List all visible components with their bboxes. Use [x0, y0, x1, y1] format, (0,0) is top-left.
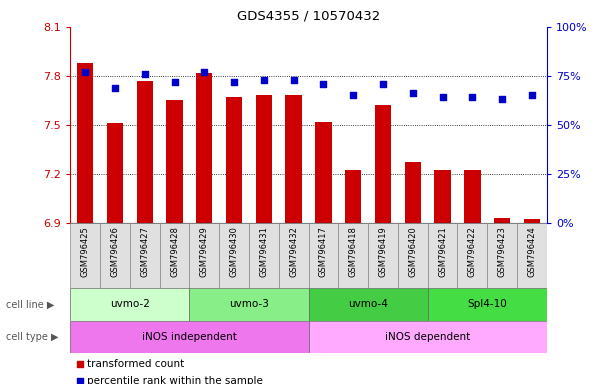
- Text: GSM796425: GSM796425: [81, 226, 90, 277]
- Text: GSM796419: GSM796419: [379, 226, 387, 277]
- Text: GSM796428: GSM796428: [170, 226, 179, 277]
- Bar: [285, 95, 302, 223]
- Bar: [70, 321, 309, 353]
- Bar: [309, 223, 338, 288]
- Text: GSM796426: GSM796426: [111, 226, 119, 277]
- Bar: [404, 162, 421, 223]
- Bar: [70, 288, 189, 321]
- Bar: [70, 223, 100, 288]
- Text: uvmo-2: uvmo-2: [110, 299, 150, 310]
- Bar: [338, 223, 368, 288]
- Point: [75, 361, 85, 367]
- Text: GSM796424: GSM796424: [527, 226, 536, 277]
- Text: GSM796422: GSM796422: [468, 226, 477, 277]
- Point: [437, 94, 447, 101]
- Point: [348, 92, 358, 98]
- Text: cell line ▶: cell line ▶: [6, 299, 54, 310]
- Text: GSM796430: GSM796430: [230, 226, 238, 277]
- Bar: [309, 288, 428, 321]
- Text: iNOS independent: iNOS independent: [142, 332, 237, 342]
- Text: GSM796421: GSM796421: [438, 226, 447, 277]
- Point: [527, 92, 537, 98]
- Bar: [255, 95, 272, 223]
- Bar: [428, 288, 547, 321]
- Text: GSM796418: GSM796418: [349, 226, 357, 277]
- Text: percentile rank within the sample: percentile rank within the sample: [87, 376, 263, 384]
- Bar: [100, 223, 130, 288]
- Bar: [524, 219, 540, 223]
- Bar: [166, 100, 183, 223]
- Text: GSM796427: GSM796427: [141, 226, 149, 277]
- Point: [497, 96, 507, 103]
- Point: [289, 77, 299, 83]
- Text: GSM796429: GSM796429: [200, 226, 209, 277]
- Point: [140, 71, 150, 77]
- Bar: [375, 105, 391, 223]
- Point: [467, 94, 477, 101]
- Bar: [434, 170, 451, 223]
- Bar: [279, 223, 309, 288]
- Bar: [130, 223, 159, 288]
- Bar: [488, 223, 517, 288]
- Text: GSM796432: GSM796432: [289, 226, 298, 277]
- Bar: [464, 170, 481, 223]
- Bar: [219, 223, 249, 288]
- Bar: [368, 223, 398, 288]
- Point: [75, 378, 85, 384]
- Point: [80, 69, 90, 75]
- Text: Spl4-10: Spl4-10: [467, 299, 507, 310]
- Bar: [345, 170, 362, 223]
- Text: uvmo-3: uvmo-3: [229, 299, 269, 310]
- Text: iNOS dependent: iNOS dependent: [385, 332, 470, 342]
- Point: [378, 81, 388, 87]
- Text: transformed count: transformed count: [87, 359, 184, 369]
- Bar: [309, 321, 547, 353]
- Point: [318, 81, 328, 87]
- Bar: [189, 288, 309, 321]
- Bar: [458, 223, 488, 288]
- Text: GSM796431: GSM796431: [260, 226, 268, 277]
- Bar: [77, 63, 93, 223]
- Bar: [107, 123, 123, 223]
- Point: [110, 84, 120, 91]
- Bar: [196, 73, 213, 223]
- Bar: [189, 223, 219, 288]
- Text: GDS4355 / 10570432: GDS4355 / 10570432: [237, 10, 380, 23]
- Bar: [494, 218, 510, 223]
- Bar: [226, 97, 243, 223]
- Point: [408, 90, 418, 96]
- Point: [199, 69, 209, 75]
- Text: cell type ▶: cell type ▶: [6, 332, 59, 342]
- Bar: [159, 223, 189, 288]
- Bar: [136, 81, 153, 223]
- Point: [259, 77, 269, 83]
- Point: [229, 79, 239, 85]
- Bar: [517, 223, 547, 288]
- Bar: [249, 223, 279, 288]
- Text: GSM796423: GSM796423: [498, 226, 507, 277]
- Bar: [398, 223, 428, 288]
- Point: [170, 79, 180, 85]
- Text: GSM796420: GSM796420: [408, 226, 417, 277]
- Bar: [428, 223, 458, 288]
- Text: GSM796417: GSM796417: [319, 226, 328, 277]
- Bar: [315, 121, 332, 223]
- Text: uvmo-4: uvmo-4: [348, 299, 388, 310]
